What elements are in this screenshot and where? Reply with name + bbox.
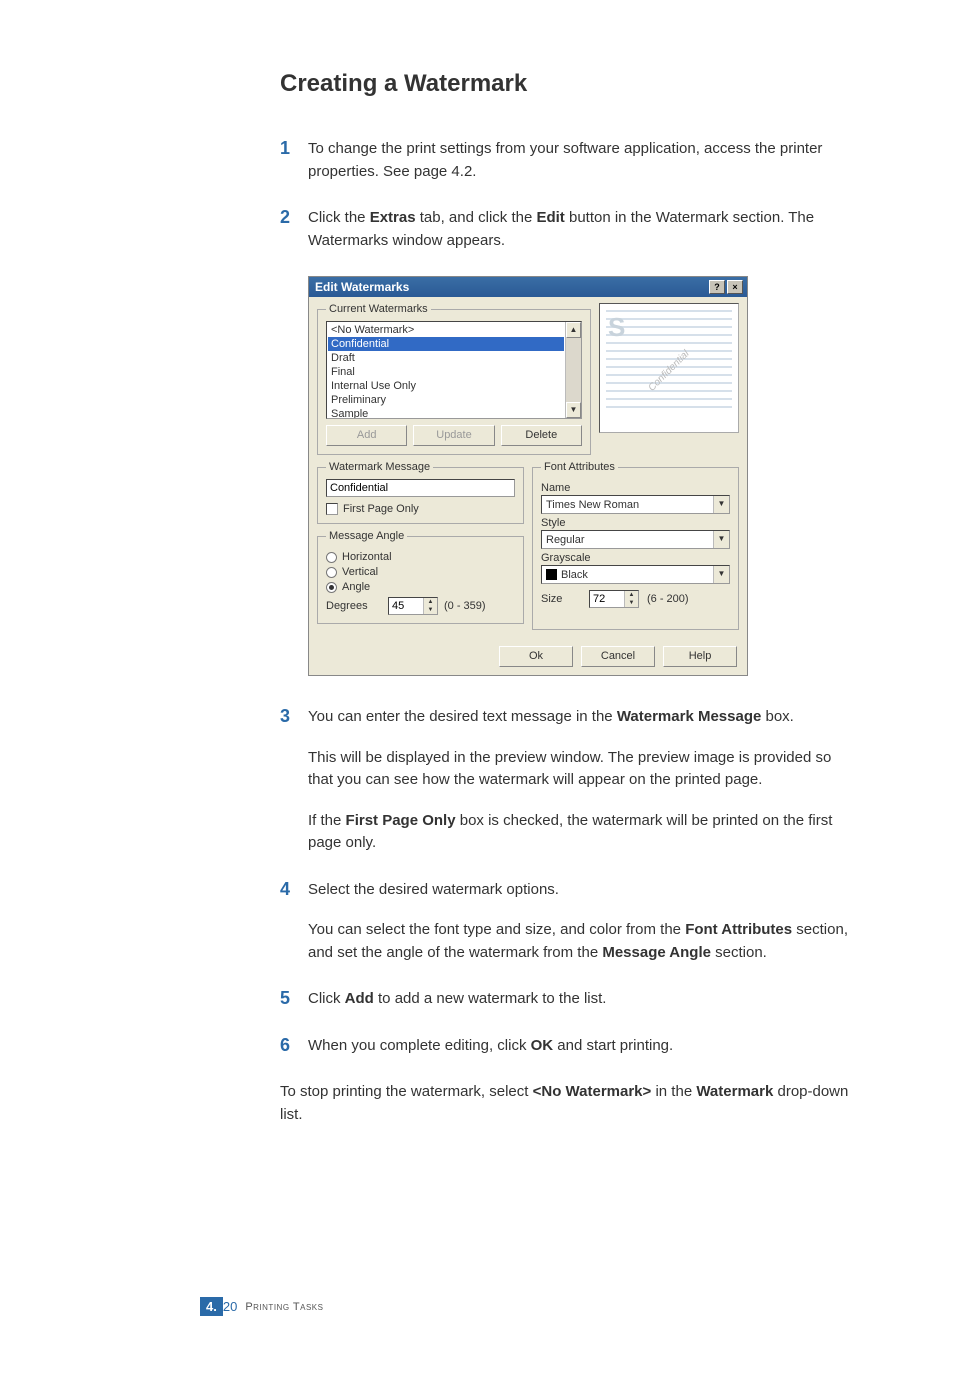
horizontal-radio[interactable] [326, 552, 337, 563]
step-text: Click the Extras tab, and click the Edit… [308, 207, 860, 252]
list-item[interactable]: Final [328, 365, 564, 379]
spin-down-icon[interactable]: ▼ [423, 606, 437, 614]
font-attributes-group: Font Attributes Name Times New Roman ▼ S… [532, 461, 739, 630]
watermark-message-group: Watermark Message First Page Only [317, 461, 524, 524]
step-4: 4 Select the desired watermark options. … [280, 879, 860, 965]
grayscale-label: Grayscale [541, 552, 730, 564]
first-page-checkbox[interactable] [326, 503, 338, 515]
step-3: 3 You can enter the desired text message… [280, 706, 860, 855]
font-style-select[interactable]: Regular ▼ [541, 530, 730, 549]
select-value: Regular [542, 531, 713, 548]
section-name: Printing Tasks [245, 1301, 323, 1313]
list-item[interactable]: Confidential [328, 337, 564, 351]
step-2: 2 Click the Extras tab, and click the Ed… [280, 207, 860, 252]
step-number: 2 [280, 207, 308, 228]
scroll-down-icon[interactable]: ▼ [566, 402, 581, 418]
step-number: 6 [280, 1035, 308, 1056]
scrollbar[interactable]: ▲ ▼ [565, 322, 581, 418]
size-label: Size [541, 593, 581, 605]
style-label: Style [541, 517, 730, 529]
add-button[interactable]: Add [326, 425, 407, 446]
spin-up-icon[interactable]: ▲ [624, 591, 638, 599]
chevron-down-icon[interactable]: ▼ [713, 566, 729, 583]
page-footer: 4.20 Printing Tasks [200, 1297, 323, 1316]
spin-down-icon[interactable]: ▼ [624, 599, 638, 607]
page-heading: Creating a Watermark [280, 70, 860, 98]
update-button[interactable]: Update [413, 425, 494, 446]
step-text: To change the print settings from your s… [308, 138, 860, 183]
chevron-down-icon[interactable]: ▼ [713, 531, 729, 548]
step-1: 1 To change the print settings from your… [280, 138, 860, 183]
dialog-titlebar: Edit Watermarks ? × [309, 277, 747, 297]
group-legend: Message Angle [326, 530, 407, 542]
group-legend: Current Watermarks [326, 303, 431, 315]
select-value: Times New Roman [542, 496, 713, 513]
list-item[interactable]: Sample [328, 407, 564, 419]
page-number-badge: 4.20 [200, 1297, 239, 1316]
list-item[interactable]: Draft [328, 351, 564, 365]
radio-label: Horizontal [342, 551, 392, 563]
grayscale-select[interactable]: Black ▼ [541, 565, 730, 584]
checkbox-label: First Page Only [343, 503, 419, 515]
name-label: Name [541, 482, 730, 494]
close-icon[interactable]: × [727, 280, 743, 294]
dialog-title: Edit Watermarks [315, 280, 409, 294]
size-input[interactable] [590, 591, 624, 607]
radio-label: Angle [342, 581, 370, 593]
step-number: 3 [280, 706, 308, 727]
watermarks-listbox[interactable]: <No Watermark> Confidential Draft Final … [326, 321, 582, 419]
group-legend: Watermark Message [326, 461, 433, 473]
step-text: You can select the font type and size, a… [308, 919, 860, 964]
degrees-input[interactable] [389, 598, 423, 614]
help-icon[interactable]: ? [709, 280, 725, 294]
chapter-number: 4. [200, 1297, 223, 1316]
step-text: You can enter the desired text message i… [308, 706, 860, 729]
font-name-select[interactable]: Times New Roman ▼ [541, 495, 730, 514]
degrees-label: Degrees [326, 600, 382, 612]
size-range: (6 - 200) [647, 593, 689, 605]
step-text: This will be displayed in the preview wi… [308, 747, 860, 792]
select-value: Black [561, 569, 588, 581]
list-item[interactable]: Internal Use Only [328, 379, 564, 393]
color-swatch [546, 569, 557, 580]
step-number: 1 [280, 138, 308, 159]
ok-button[interactable]: Ok [499, 646, 573, 667]
step-number: 5 [280, 988, 308, 1009]
edit-watermarks-dialog: Edit Watermarks ? × Current Watermarks <… [308, 276, 748, 676]
degrees-stepper[interactable]: ▲▼ [388, 597, 438, 615]
spin-up-icon[interactable]: ▲ [423, 598, 437, 606]
list-item[interactable]: <No Watermark> [328, 323, 564, 337]
closing-text: To stop printing the watermark, select <… [280, 1081, 860, 1126]
current-watermarks-group: Current Watermarks <No Watermark> Confid… [317, 303, 591, 455]
angle-radio[interactable] [326, 582, 337, 593]
step-6: 6 When you complete editing, click OK an… [280, 1035, 860, 1058]
help-button[interactable]: Help [663, 646, 737, 667]
cancel-button[interactable]: Cancel [581, 646, 655, 667]
step-text: When you complete editing, click OK and … [308, 1035, 860, 1058]
group-legend: Font Attributes [541, 461, 618, 473]
message-input[interactable] [326, 479, 515, 497]
chevron-down-icon[interactable]: ▼ [713, 496, 729, 513]
list-item[interactable]: Preliminary [328, 393, 564, 407]
message-angle-group: Message Angle Horizontal Vertical Angle … [317, 530, 524, 624]
size-stepper[interactable]: ▲▼ [589, 590, 639, 608]
delete-button[interactable]: Delete [501, 425, 582, 446]
step-number: 4 [280, 879, 308, 900]
step-text: Click Add to add a new watermark to the … [308, 988, 860, 1011]
step-5: 5 Click Add to add a new watermark to th… [280, 988, 860, 1011]
page-number: 20 [223, 1297, 239, 1316]
preview-logo: S [608, 312, 625, 343]
watermark-preview: S [599, 303, 739, 433]
degrees-range: (0 - 359) [444, 600, 486, 612]
radio-label: Vertical [342, 566, 378, 578]
step-text: Select the desired watermark options. [308, 879, 860, 902]
step-text: If the First Page Only box is checked, t… [308, 810, 860, 855]
vertical-radio[interactable] [326, 567, 337, 578]
scroll-up-icon[interactable]: ▲ [566, 322, 581, 338]
